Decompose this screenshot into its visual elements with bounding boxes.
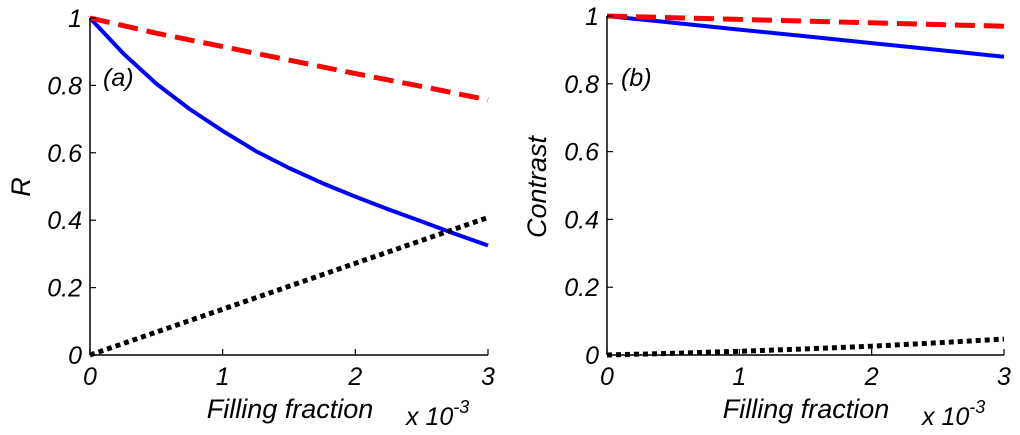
y-tick-label: 0.8 bbox=[47, 72, 82, 100]
series-line-dotted-2 bbox=[606, 336, 1005, 358]
panel-label: (b) bbox=[621, 64, 652, 92]
series-line-solid-2 bbox=[606, 14, 1005, 59]
y-axis-label: Contrast bbox=[522, 134, 552, 238]
x-tick-label: 1 bbox=[732, 363, 746, 391]
x-multiplier-label: x 10-3 bbox=[921, 397, 985, 431]
x-tick-label: 3 bbox=[481, 363, 495, 391]
x-tick-label: 3 bbox=[997, 363, 1011, 391]
y-tick-label: 0.2 bbox=[564, 274, 599, 302]
x-tick-label: 0 bbox=[83, 363, 97, 391]
y-tick-label: 0.2 bbox=[47, 275, 82, 303]
y-tick-label: 1 bbox=[585, 3, 599, 31]
y-axis-label: R bbox=[6, 177, 36, 197]
series-line-dotted-1 bbox=[89, 215, 489, 358]
y-tick-label: 1 bbox=[68, 5, 82, 33]
y-tick-label: 0.4 bbox=[564, 206, 599, 234]
series-line-dashed-1 bbox=[89, 15, 489, 103]
x-axis-label: Filling fraction bbox=[723, 394, 890, 424]
y-tick-label: 0 bbox=[585, 342, 599, 370]
chart-panel-1: 0 1 2 3 0 0.2 0.4 0.6 0.8 1 Filling fraction x 10-3… bbox=[6, 5, 495, 431]
y-tick-label: 0.8 bbox=[564, 71, 599, 99]
x-tick-label: 1 bbox=[216, 363, 230, 391]
x-axis-label: Filling fraction bbox=[207, 394, 374, 424]
y-tick-label: 0.4 bbox=[47, 207, 82, 235]
x-tick-label: 2 bbox=[864, 363, 879, 391]
x-multiplier-label: x 10-3 bbox=[405, 397, 469, 431]
panel-label: (a) bbox=[103, 64, 134, 92]
y-tick-label: 0.6 bbox=[47, 140, 82, 168]
x-multiplier-exponent: -3 bbox=[969, 397, 985, 417]
series-line-dashed-2 bbox=[606, 13, 1005, 29]
chart-panel-2: 0 1 2 3 0 0.2 0.4 0.6 0.8 1 Filling fraction x 10-3… bbox=[522, 3, 1011, 431]
x-tick-label: 2 bbox=[347, 363, 362, 391]
series-line-solid-1 bbox=[88, 16, 489, 248]
x-multiplier-exponent: -3 bbox=[453, 397, 469, 417]
y-tick-label: 0.6 bbox=[564, 139, 599, 167]
x-tick-label: 0 bbox=[600, 363, 614, 391]
y-tick-label: 0 bbox=[68, 342, 82, 370]
